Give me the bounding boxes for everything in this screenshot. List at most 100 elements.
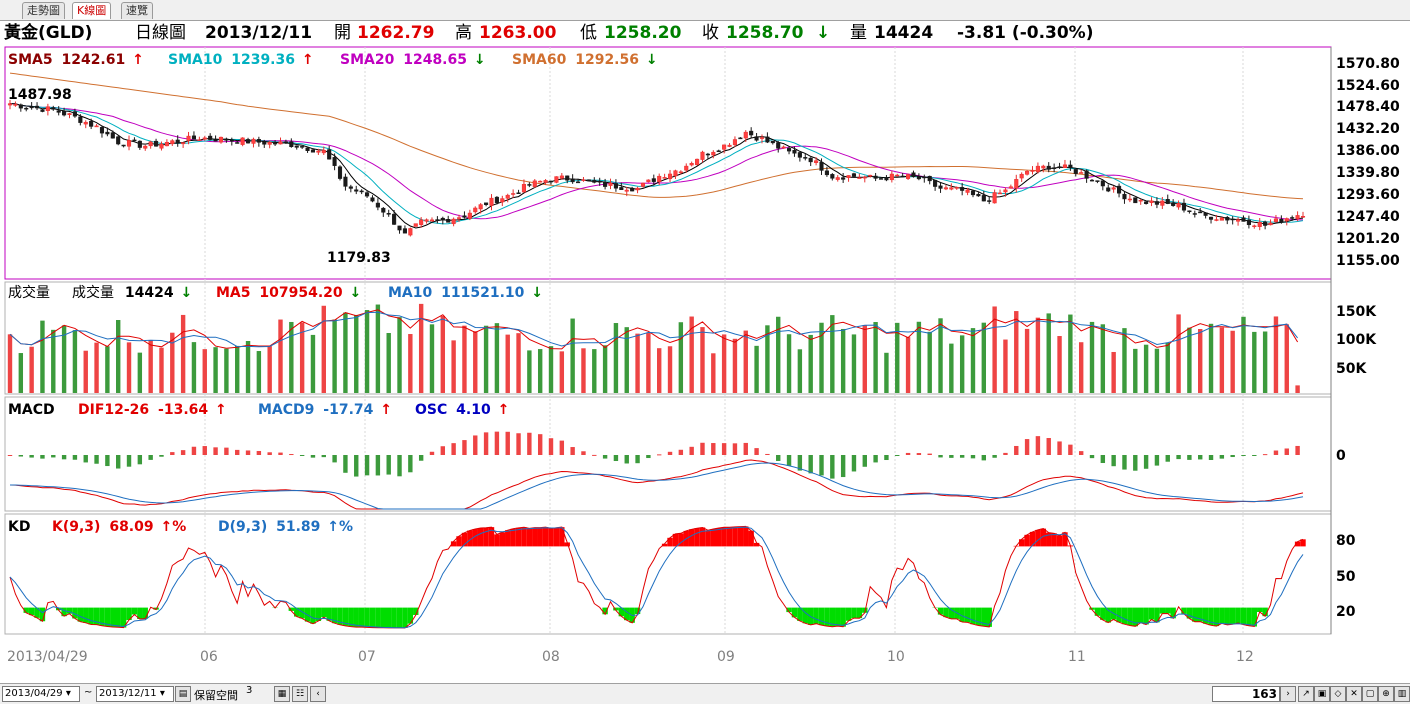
candle-body <box>743 131 748 139</box>
price-tick: 1339.80 <box>1336 165 1400 181</box>
k-label: K(9,3) <box>52 519 100 535</box>
osc-bar <box>830 455 835 479</box>
candle-body <box>532 180 537 187</box>
volume-bar <box>527 350 532 393</box>
kd-y-ticks: 80 50 20 <box>1336 533 1356 620</box>
volume-bar <box>992 306 997 393</box>
osc-bar <box>408 455 413 473</box>
candle-body <box>370 197 375 202</box>
date-range-tilde: ~ <box>84 687 93 698</box>
start-date-select[interactable]: 2013/04/29 ▾ <box>2 686 80 702</box>
candle-body <box>824 170 829 176</box>
calendar-icon[interactable]: ▣ <box>1314 686 1330 702</box>
volume-bar <box>51 329 56 393</box>
candle-body <box>494 196 499 204</box>
osc-bar <box>94 455 99 464</box>
price-tick: 1570.80 <box>1336 56 1400 72</box>
cursor-icon[interactable]: ◇ <box>1330 686 1346 702</box>
candle-body <box>45 106 50 111</box>
zoom-icon[interactable]: ↗ <box>1298 686 1314 702</box>
osc-bar <box>105 455 110 467</box>
osc-bar <box>191 446 197 455</box>
osc-bar <box>927 453 932 455</box>
volume-bar <box>1273 316 1279 393</box>
candle-body <box>657 175 662 183</box>
candle-body <box>684 165 689 171</box>
scroll-right-icon[interactable]: › <box>1280 686 1296 702</box>
volume-bar <box>418 303 424 393</box>
sma10-value: 1239.36 <box>231 52 295 68</box>
candle-body <box>943 187 948 190</box>
candle-body <box>873 175 878 179</box>
fullscreen-icon[interactable]: ▢ <box>1362 686 1378 702</box>
tab-trend[interactable]: 走勢圖 <box>22 2 65 19</box>
candle-body <box>1160 200 1165 206</box>
tab-kline[interactable]: K線圖 <box>72 2 112 19</box>
candle-body <box>99 127 105 134</box>
candle-body <box>695 158 700 166</box>
osc-bar <box>429 451 435 455</box>
candle-body <box>970 190 976 196</box>
volume-bar <box>1284 324 1289 393</box>
candle-body <box>689 163 694 166</box>
volume-bar <box>862 324 867 393</box>
osc-bar <box>245 450 251 455</box>
osc-value: 4.10 <box>456 402 491 418</box>
price-tick: 1201.20 <box>1336 231 1400 247</box>
settings-icon[interactable]: ▥ <box>1394 686 1410 702</box>
stock-chart[interactable]: SMA5 1242.61 ↑ SMA10 1239.36 ↑ SMA20 124… <box>0 43 1410 683</box>
grid-toggle-icon[interactable]: ▦ <box>274 686 290 702</box>
osc-bar <box>1111 455 1116 467</box>
osc-bar <box>1273 450 1279 455</box>
price-tick: 1432.20 <box>1336 121 1400 137</box>
osc-bar <box>1176 455 1181 460</box>
crosshair-icon[interactable]: ✕ <box>1346 686 1362 702</box>
candle-body <box>1290 217 1295 219</box>
end-date-select[interactable]: 2013/12/11 ▾ <box>96 686 174 702</box>
osc-bar <box>7 455 13 456</box>
start-date-value: 2013/04/29 <box>5 688 63 699</box>
volume-bar <box>516 333 521 393</box>
apply-range-icon[interactable]: ▤ <box>175 686 191 702</box>
osc-bar <box>299 455 305 456</box>
candle-body <box>251 138 256 144</box>
tab-overview[interactable]: 速覽 <box>121 2 153 19</box>
candle-body <box>164 141 169 147</box>
candle-body <box>381 207 386 213</box>
open-label: 開 <box>334 23 351 43</box>
candle-body <box>208 135 213 140</box>
osc-bar <box>180 450 186 455</box>
scroll-left-icon[interactable]: ‹ <box>310 686 326 702</box>
osc-label: OSC <box>415 402 447 418</box>
kd-tick: 80 <box>1336 533 1356 549</box>
table-icon[interactable]: ☷ <box>292 686 308 702</box>
osc-bar <box>1241 455 1246 456</box>
price-layer <box>7 72 1306 237</box>
high-value: 1263.00 <box>479 23 557 43</box>
volume-bar <box>180 314 186 393</box>
magnifier-icon[interactable]: ⊕ <box>1378 686 1394 702</box>
candle-body <box>624 189 629 192</box>
macd-panel-title: MACD <box>8 402 55 418</box>
osc-bar <box>18 455 24 457</box>
volume-bar <box>830 315 835 393</box>
reserve-space-value[interactable]: 3 <box>246 685 253 696</box>
x-tick: 09 <box>717 649 735 665</box>
osc-bar <box>137 455 143 465</box>
candle-body <box>884 177 889 181</box>
sma60-label: SMA60 <box>512 52 567 68</box>
candle-body <box>24 107 29 110</box>
osc-bar <box>667 451 673 455</box>
vol-ma5-value: 107954.20 <box>259 285 343 301</box>
osc-bar <box>537 434 543 455</box>
bar-count-field[interactable]: 163 <box>1212 686 1280 702</box>
sma5-value: 1242.61 <box>61 52 125 68</box>
osc-bar <box>1046 438 1051 455</box>
volume-bar <box>18 353 24 393</box>
volume-bar <box>657 348 662 393</box>
end-date-value: 2013/12/11 <box>99 688 157 699</box>
candle-body <box>1014 179 1019 189</box>
osc-bar <box>224 447 229 455</box>
candle-body <box>392 213 397 225</box>
candle-body <box>1111 187 1116 190</box>
